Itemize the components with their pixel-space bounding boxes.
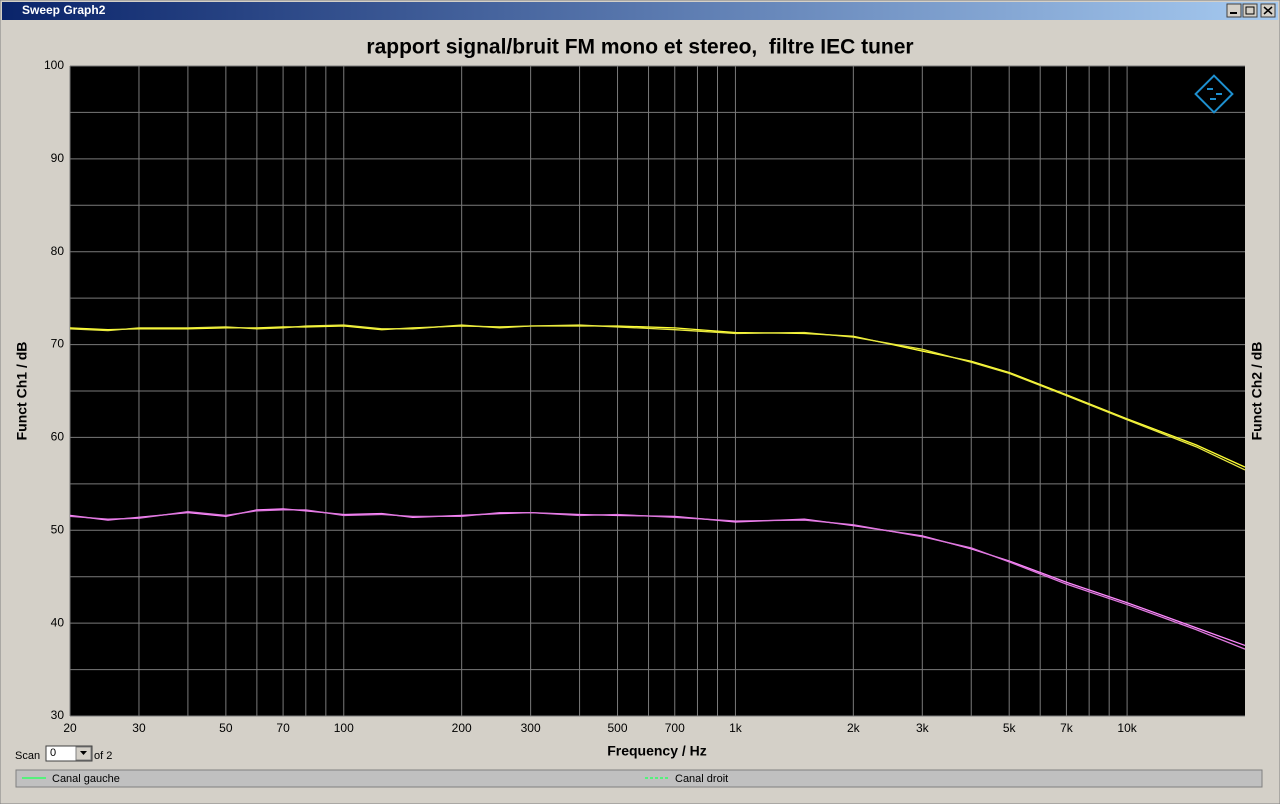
title-bar	[2, 2, 1278, 20]
scan-label: Scan	[15, 750, 40, 762]
x-tick-label: 200	[452, 721, 472, 735]
x-tick-label: 100	[334, 721, 354, 735]
scan-of: of 2	[94, 750, 112, 762]
dropdown-arrow	[80, 751, 87, 755]
scan-select[interactable]: 0	[45, 745, 93, 762]
legend-label: Canal gauche	[52, 773, 120, 785]
y-tick-label: 50	[51, 522, 65, 536]
y2-axis-label: Funct Ch2 / dB	[1249, 342, 1265, 441]
window-title: Sweep Graph2	[22, 3, 106, 17]
x-tick-label: 2k	[847, 721, 861, 735]
series-lines	[69, 324, 1246, 650]
y-axis-label: Funct Ch1 / dB	[14, 342, 30, 441]
logo-mark	[1207, 88, 1222, 100]
maximize-button[interactable]	[1242, 3, 1258, 18]
y-tick-label: 90	[51, 151, 65, 165]
x-tick-label: 70	[276, 721, 290, 735]
x-tick-label: 500	[608, 721, 628, 735]
maximize-icon	[1245, 6, 1255, 15]
x-tick-label: 50	[219, 721, 233, 735]
x-tick-label: 20	[63, 721, 77, 735]
legend-label: Canal droit	[675, 773, 728, 785]
x-tick-label: 7k	[1060, 721, 1074, 735]
close-icon	[1263, 6, 1273, 15]
scan-value: 0	[50, 747, 56, 759]
x-tick-label: 1k	[729, 721, 743, 735]
chart-title: rapport signal/bruit FM mono et stereo, …	[366, 36, 913, 59]
y-tick-label: 40	[51, 615, 65, 629]
x-tick-label: 3k	[916, 721, 930, 735]
y-tick-label: 60	[51, 430, 65, 444]
legend: Canal gauche Canal droit	[22, 773, 728, 785]
legend-bar	[15, 769, 1263, 788]
x-tick-label: 300	[521, 721, 541, 735]
window-buttons[interactable]	[1226, 3, 1276, 18]
logo	[1194, 74, 1234, 114]
logo-diamond	[1194, 74, 1234, 114]
y-tick-label: 100	[44, 58, 64, 72]
x-tick-label: 700	[665, 721, 685, 735]
series-line	[69, 509, 1246, 650]
series-line	[69, 324, 1246, 471]
y-tick-label: 80	[51, 244, 65, 258]
minimize-button[interactable]	[1226, 3, 1242, 18]
y-tick-label: 30	[51, 708, 65, 722]
y-tick-label: 70	[51, 337, 65, 351]
x-tick-label: 30	[132, 721, 146, 735]
x-axis-label: Frequency / Hz	[607, 743, 707, 759]
x-tick-label: 10k	[1117, 721, 1137, 735]
x-tick-label: 5k	[1003, 721, 1017, 735]
grid	[69, 65, 1245, 717]
